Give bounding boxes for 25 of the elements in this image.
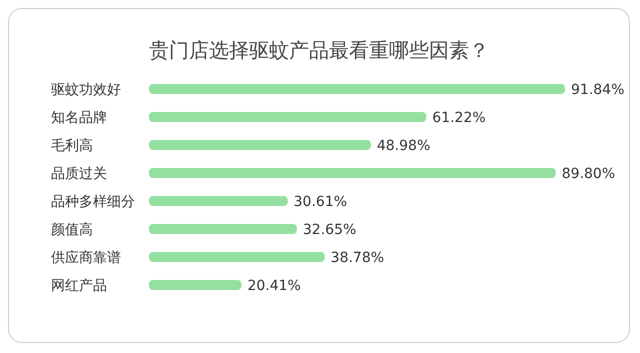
data-label: 20.41% (247, 278, 301, 294)
bar (149, 280, 242, 290)
bar (149, 168, 556, 178)
y-tick-label: 颜值高 (51, 222, 93, 238)
data-label: 89.80% (562, 166, 616, 182)
chart-title: 贵门店选择驱蚊产品最看重哪些因素？ (148, 37, 490, 64)
bar (149, 140, 371, 150)
y-tick-label: 驱蚊功效好 (51, 82, 121, 98)
data-label: 48.98% (376, 138, 430, 154)
y-tick-label: 知名品牌 (51, 110, 107, 126)
data-label: 38.78% (330, 250, 384, 266)
data-label: 61.22% (432, 110, 486, 126)
y-tick-label: 品质过关 (51, 166, 107, 182)
y-tick-label: 毛利高 (51, 138, 93, 154)
y-tick-label: 供应商靠谱 (51, 250, 121, 266)
data-label: 30.61% (294, 194, 348, 210)
y-tick-label: 网红产品 (51, 278, 107, 294)
bar (149, 112, 426, 122)
y-tick-label: 品种多样细分 (51, 194, 135, 210)
bar (149, 252, 325, 262)
bar (149, 224, 297, 234)
bar (149, 196, 288, 206)
data-label: 32.65% (302, 222, 356, 238)
data-label: 91.84% (571, 82, 624, 98)
bar (149, 84, 565, 94)
